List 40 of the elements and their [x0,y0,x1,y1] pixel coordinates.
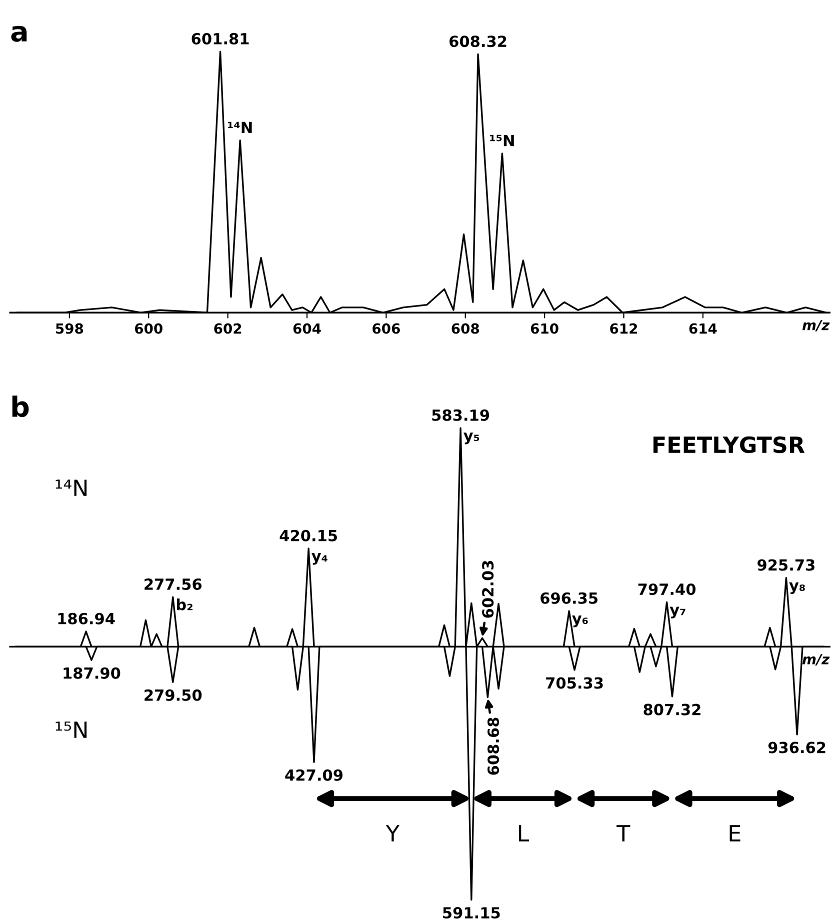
annotation: 277.56 b₂ [144,578,202,610]
annotation: 705.33 [546,677,603,689]
annotation: Y [386,825,400,842]
x-tick-label: 610 [530,323,558,334]
annotation: 925.73 y₈ [758,559,814,594]
annotation: FEETLYGTSR [653,436,805,454]
annotation: 591.15 [443,907,500,919]
x-tick-label: 614 [689,323,717,334]
annotation: E [730,825,740,842]
annotation: 583.19 y₅ [432,409,490,444]
x-tick-label: 598 [56,323,84,334]
annotation: 427.09 [285,769,342,781]
x-axis-title: m/z [802,320,830,332]
annotation: 279.50 [144,689,202,701]
chart-title: a [11,26,27,42]
annotation: ¹⁴N [228,122,252,134]
annotation: ¹⁵N [490,134,514,146]
annotation: 420.15 y₄ [280,530,337,565]
annotation: ¹⁵N [56,722,87,738]
annotation: ¹⁴N [56,480,87,496]
x-tick-label: 606 [372,323,400,334]
chart-title: b [12,396,29,418]
x-tick-label: 612 [610,323,638,334]
x-tick-label: 608 [452,323,480,334]
annotation: 601.81 [192,32,249,45]
annotation: 187.90 [64,667,120,679]
annotation: 186.94 [58,612,115,624]
x-tick-label: 604 [293,323,321,334]
annotation: 608.32 [450,36,506,48]
x-axis-title: m/z [802,654,830,666]
annotation: 696.35 y₆ [540,592,598,628]
annotation: 936.62 [768,742,826,754]
annotation: T [616,825,630,842]
x-tick-label: 600 [134,323,162,334]
annotation: L [518,825,530,842]
annotation: 608.68 [488,718,500,775]
annotation: 797.40 y₇ [638,583,696,618]
annotation: 602.03 [482,560,494,618]
annotation: 807.32 [644,704,700,716]
x-tick-label: 602 [214,323,242,334]
